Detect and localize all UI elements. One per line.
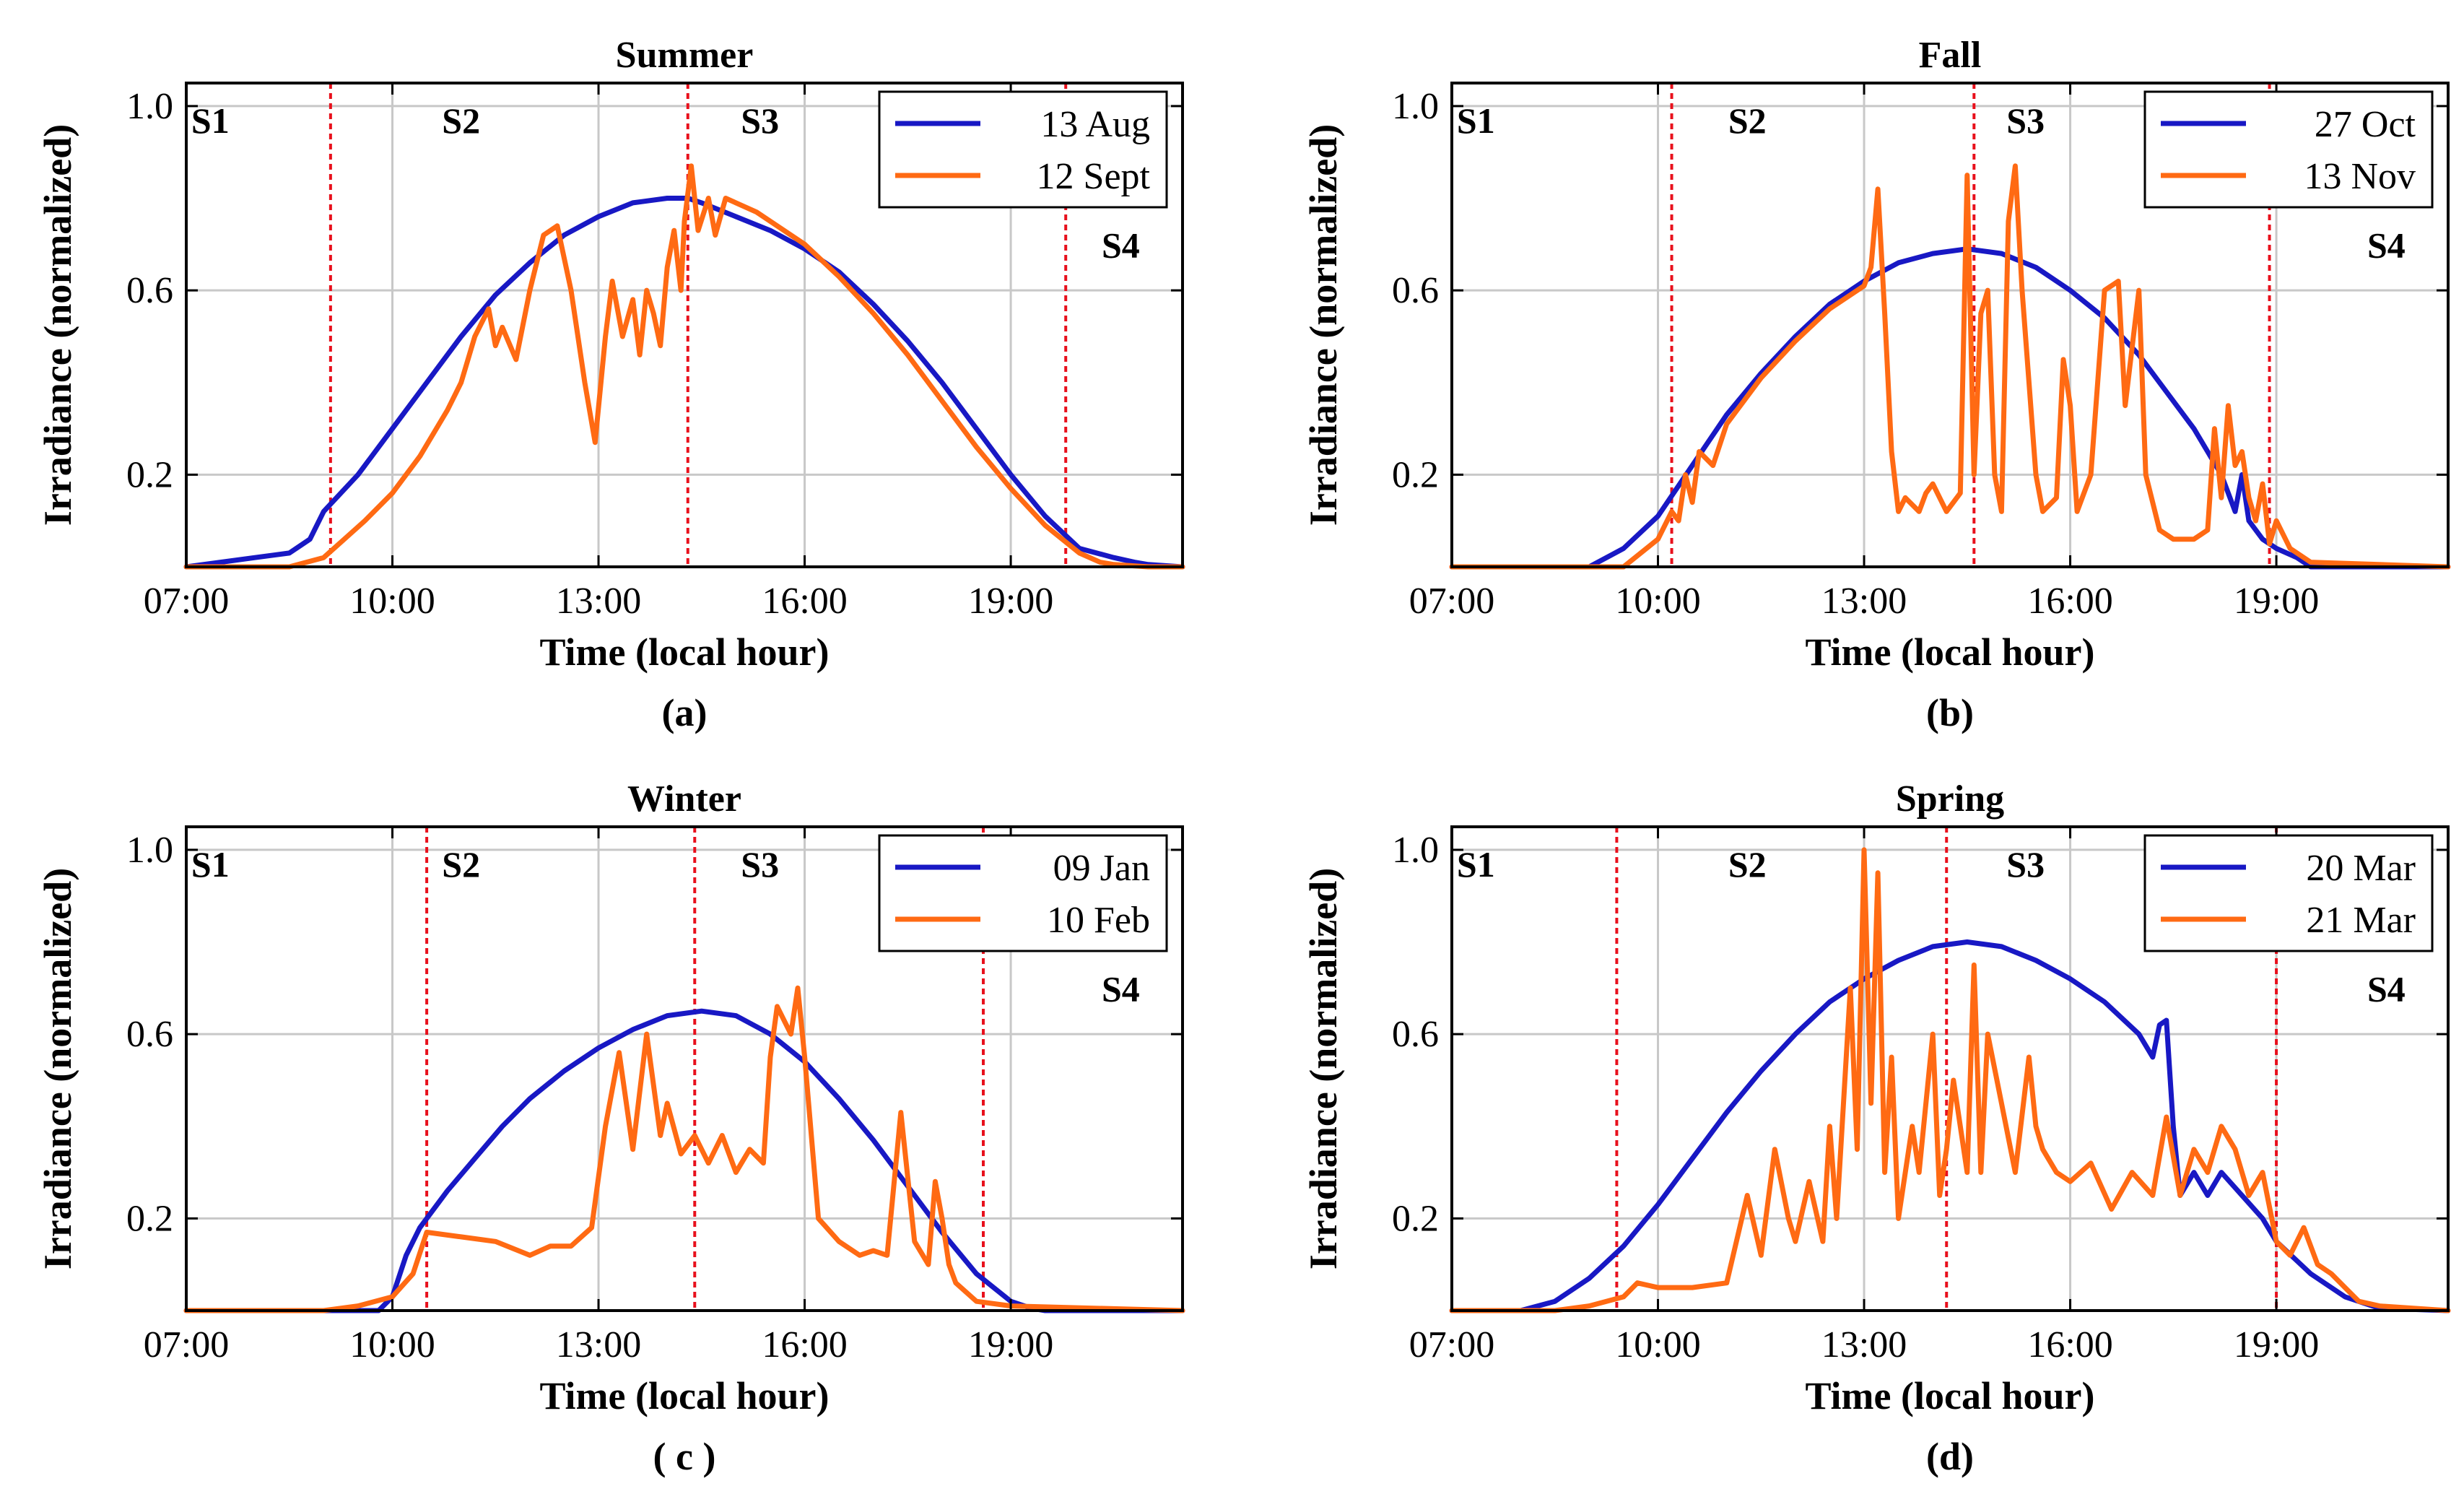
y-axis-label: Irradiance (normalized)	[36, 868, 79, 1269]
y-axis-label: Irradiance (normalized)	[1302, 868, 1345, 1269]
region-label: S1	[191, 100, 230, 141]
x-tick-label: 13:00	[556, 581, 641, 622]
panel-caption: (b)	[1926, 691, 1974, 734]
chart-title: Spring	[1896, 778, 2004, 820]
series-line-12-sept	[183, 163, 1185, 570]
chart-title: Summer	[616, 35, 754, 76]
legend-label: 12 Sept	[1037, 156, 1151, 197]
legend-box	[878, 90, 1168, 209]
y-tick-label: 1.0	[126, 86, 173, 127]
x-tick-label: 16:00	[2027, 1324, 2112, 1365]
series-line-21-mar	[1449, 847, 2451, 1313]
legend-box	[2143, 834, 2434, 952]
region-label: S1	[1457, 100, 1495, 141]
legend-box	[2143, 90, 2434, 209]
panel-c: 07:00 10:00 13:00 16:00 19:00 0.2 0.6 1.0 S1 S2 S3…	[36, 778, 1185, 1478]
region-label: S4	[1102, 968, 1140, 1009]
region-label: S3	[2006, 844, 2045, 885]
x-tick-label: 16:00	[762, 581, 847, 622]
y-tick-label: 0.2	[126, 1198, 173, 1239]
x-axis-label: Time (local hour)	[1806, 1374, 2095, 1417]
legend-label: 21 Mar	[2306, 900, 2416, 941]
region-label: S3	[741, 100, 779, 141]
y-tick-label: 0.6	[1392, 1014, 1439, 1055]
chart-title: Fall	[1919, 35, 1982, 76]
x-tick-label: 19:00	[2234, 1324, 2319, 1365]
region-label: S2	[442, 844, 480, 885]
y-axis-label: Irradiance (normalized)	[36, 124, 79, 526]
series-line-13-nov	[1449, 163, 2451, 570]
region-label: S2	[442, 100, 480, 141]
region-label: S2	[1728, 100, 1767, 141]
x-axis-label: Time (local hour)	[1806, 630, 2095, 674]
y-tick-label: 0.6	[126, 1014, 173, 1055]
legend-label: 09 Jan	[1053, 848, 1150, 889]
region-label: S3	[741, 844, 779, 885]
y-tick-label: 0.2	[126, 454, 173, 495]
region-label: S1	[191, 844, 230, 885]
series-line-27-oct	[1449, 246, 2451, 570]
legend-label: 13 Aug	[1040, 104, 1150, 145]
y-tick-label: 1.0	[126, 830, 173, 871]
x-tick-label: 10:00	[1615, 581, 1700, 622]
y-axis-label: Irradiance (normalized)	[1302, 124, 1345, 526]
legend-label: 10 Feb	[1047, 900, 1150, 941]
legend-label: 20 Mar	[2306, 848, 2416, 889]
y-tick-label: 1.0	[1392, 830, 1439, 871]
y-tick-label: 1.0	[1392, 86, 1439, 127]
x-tick-label: 07:00	[1409, 1324, 1494, 1365]
axes-frame	[185, 82, 1184, 568]
x-tick-label: 10:00	[349, 581, 435, 622]
x-tick-label: 19:00	[2234, 581, 2319, 622]
legend-label: 13 Nov	[2304, 156, 2416, 197]
x-axis-label: Time (local hour)	[540, 1374, 830, 1417]
x-tick-label: 16:00	[2027, 581, 2112, 622]
x-tick-label: 07:00	[144, 581, 229, 622]
panel-caption: (a)	[662, 691, 708, 734]
x-tick-label: 13:00	[1821, 581, 1907, 622]
x-tick-label: 19:00	[968, 581, 1053, 622]
panel-caption: (d)	[1926, 1435, 1974, 1478]
legend-box	[878, 834, 1168, 952]
x-tick-label: 10:00	[1615, 1324, 1700, 1365]
panel-caption: ( c )	[653, 1435, 716, 1478]
y-tick-label: 0.6	[126, 270, 173, 311]
y-tick-label: 0.2	[1392, 454, 1439, 495]
x-tick-label: 13:00	[556, 1324, 641, 1365]
panel-a: 07:00 10:00 13:00 16:00 19:00 0.2 0.6 1.0 S1 S2 S3…	[36, 35, 1185, 734]
axes-frame	[185, 825, 1184, 1312]
region-label: S4	[1102, 225, 1140, 265]
panel-b: 07:00 10:00 13:00 16:00 19:00 0.2 0.6 1.0 S1 S2 S3…	[1302, 35, 2451, 734]
x-tick-label: 19:00	[968, 1324, 1053, 1365]
series-line-20-mar	[1449, 939, 2451, 1313]
axes-frame	[1450, 825, 2450, 1312]
chart-title: Winter	[627, 778, 741, 820]
x-axis-label: Time (local hour)	[540, 630, 830, 674]
region-label: S1	[1457, 844, 1495, 885]
y-tick-label: 0.6	[1392, 270, 1439, 311]
series-line-10-feb	[183, 985, 1185, 1313]
panel-d: 07:00 10:00 13:00 16:00 19:00 0.2 0.6 1.0 S1 S2 S3…	[1302, 778, 2451, 1478]
region-label: S3	[2006, 100, 2045, 141]
x-tick-label: 16:00	[762, 1324, 847, 1365]
x-tick-label: 10:00	[349, 1324, 435, 1365]
x-tick-label: 07:00	[144, 1324, 229, 1365]
x-tick-label: 07:00	[1409, 581, 1494, 622]
region-label: S2	[1728, 844, 1767, 885]
region-label: S4	[2367, 225, 2406, 265]
y-tick-label: 0.2	[1392, 1198, 1439, 1239]
series-line-09-jan	[183, 1008, 1185, 1313]
legend-label: 27 Oct	[2315, 104, 2416, 145]
region-label: S4	[2367, 968, 2406, 1009]
x-tick-label: 13:00	[1821, 1324, 1907, 1365]
axes-frame	[1450, 82, 2450, 568]
